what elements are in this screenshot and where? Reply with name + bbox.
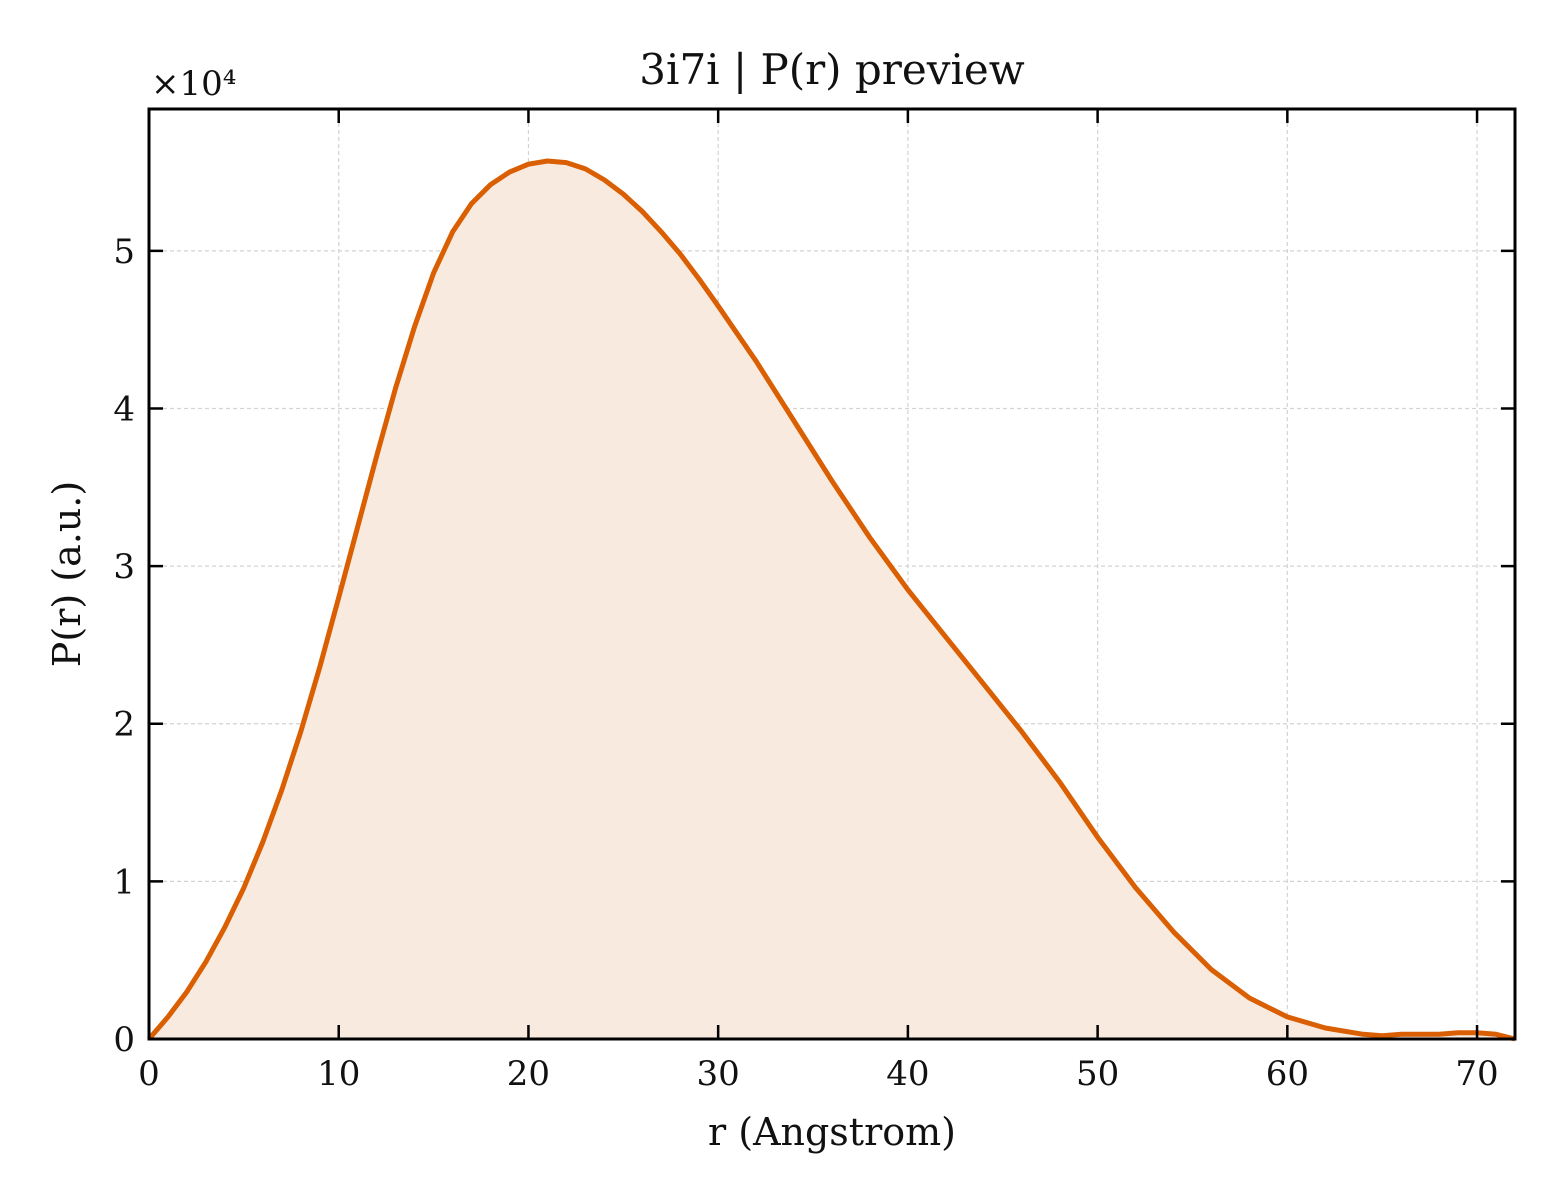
y-tick-label: 5: [113, 232, 135, 272]
chart-title: 3i7i | P(r) preview: [639, 45, 1024, 94]
x-tick-label: 30: [697, 1054, 740, 1094]
x-tick-label: 20: [507, 1054, 550, 1094]
y-tick-label: 0: [113, 1020, 135, 1060]
y-axis-label: P(r) (a.u.): [45, 481, 89, 667]
x-tick-label: 70: [1455, 1054, 1498, 1094]
y-tick-label: 3: [113, 547, 135, 587]
ticks: 0 10 20 30 40 50 60 70 0 1 2 3 4 5: [113, 109, 1515, 1094]
x-tick-label: 40: [886, 1054, 929, 1094]
pr-line: [147, 158, 1516, 1042]
x-tick-label: 10: [317, 1054, 360, 1094]
y-tick-label: 4: [113, 389, 135, 429]
area-fill: [149, 161, 1515, 1039]
x-tick-label: 60: [1266, 1054, 1309, 1094]
y-offset-label: ×10⁴: [151, 64, 236, 104]
y-tick-label: 2: [113, 705, 135, 745]
x-tick-label: 50: [1076, 1054, 1119, 1094]
x-tick-label: 0: [138, 1054, 160, 1094]
x-axis-label: r (Angstrom): [708, 1110, 956, 1154]
y-tick-label: 1: [113, 862, 135, 902]
plot-frame: [147, 107, 1517, 1041]
